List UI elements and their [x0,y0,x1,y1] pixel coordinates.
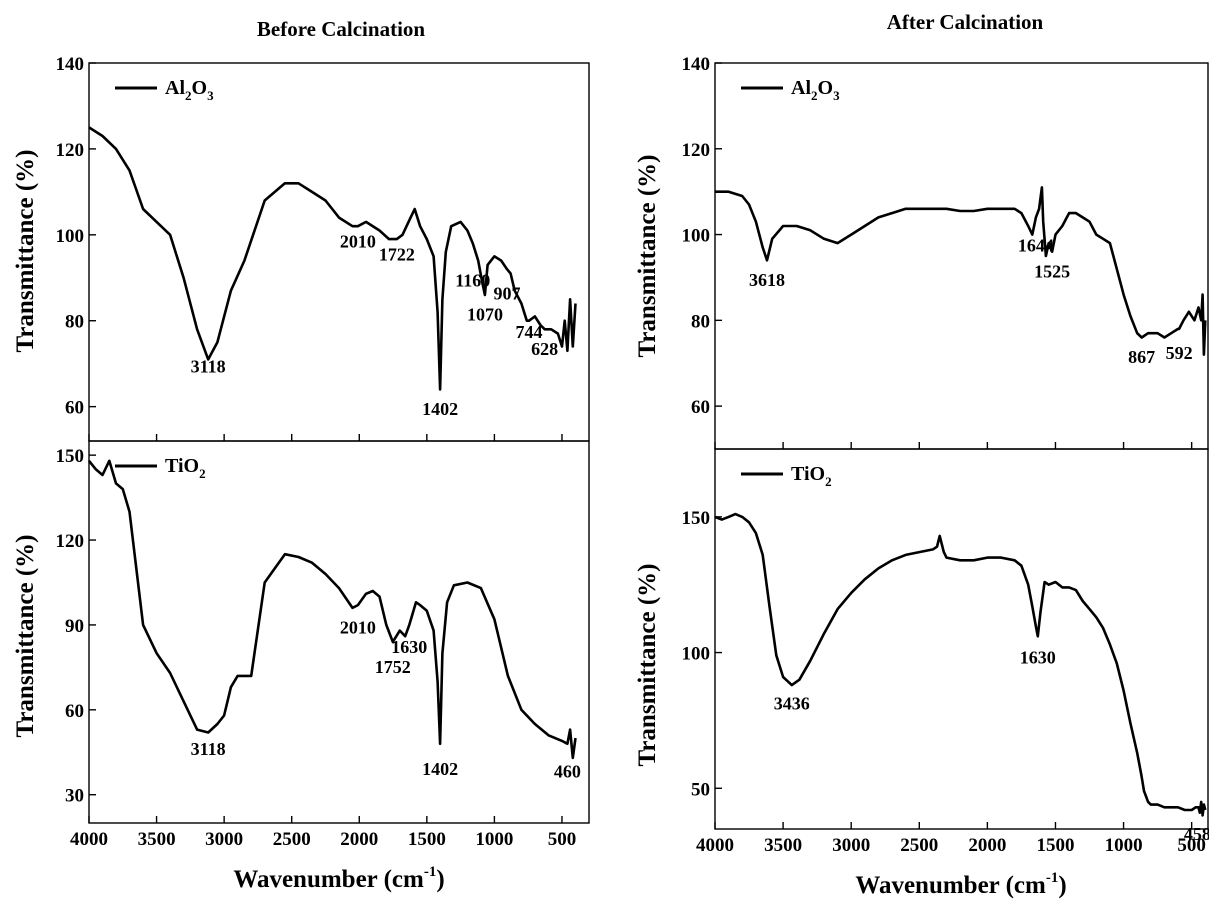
before-al2o3-peak-label: 1070 [467,305,503,325]
after-al2o3-y-tick-label: 80 [691,311,710,332]
y-axis-title-left-bottom: Transmittance (%) [12,535,39,738]
before-al2o3-peak-label: 628 [531,339,558,359]
after-tio2-x-tick-label: 3000 [832,835,870,856]
before-tio2-y-tick-label: 60 [65,701,84,722]
after-tio2-x-tick-label: 500 [1177,835,1206,856]
before-tio2-x-tick-label: 2000 [340,829,378,850]
before-tio2-x-tick-label: 2500 [273,829,311,850]
before-al2o3-peak-label: 1160 [455,270,490,290]
after-tio2-x-tick-label: 2000 [968,835,1006,856]
before-tio2-x-tick-label: 1000 [475,829,513,850]
after-al2o3-legend-label: Al2O3 [791,77,840,103]
before-tio2-peak-label: 2010 [340,617,376,637]
before-al2o3-peak-label: 744 [516,322,543,342]
before-tio2-peak-label: 1402 [422,759,458,779]
before-tio2-x-tick-label: 500 [548,829,577,850]
before-tio2-y-tick-label: 90 [65,616,84,637]
before-al2o3-legend-label: Al2O3 [165,77,214,103]
after-al2o3-spectrum-line [715,186,1207,356]
before-al2o3-plot-frame [88,62,590,442]
before-al2o3-spectrum-line [88,126,577,391]
x-axis-title-right: Wavenumber (cm-1) [855,870,1066,899]
before-tio2-x-tick-label: 3000 [205,829,243,850]
after-tio2-peak-label: 1630 [1020,647,1056,667]
before-tio2-legend-label: TiO2 [165,455,206,481]
before-al2o3-peak-label: 1722 [379,245,415,265]
after-tio2-legend-label: TiO2 [791,463,832,489]
after-tio2-plot-frame [714,448,1209,830]
before-tio2-peak-label: 460 [554,762,581,782]
after-al2o3-peak-label: 1525 [1034,261,1070,281]
before-column-title: Before Calcination [257,17,425,41]
after-tio2-x-tick-label: 3500 [764,835,802,856]
after-al2o3-y-tick-label: 100 [682,226,711,247]
panel-after-tio2: 50 100 150 4000 3500 3000 2500 2000 1500 1000 500 3… [682,448,1209,856]
before-al2o3-peak-label: 3118 [191,356,226,376]
before-al2o3-y-tick-label: 120 [56,140,85,161]
before-tio2-x-tick-label: 1500 [408,829,446,850]
after-tio2-y-tick-label: 150 [682,508,711,529]
before-tio2-peak-label: 1752 [375,657,411,677]
after-tio2-x-tick-label: 1500 [1036,835,1074,856]
before-tio2-y-tick-label: 150 [56,446,85,467]
after-tio2-y-tick-label: 100 [682,644,711,665]
after-al2o3-peak-label: 1644 [1018,236,1054,256]
before-tio2-y-tick-label: 120 [56,531,85,552]
x-axis-title-left: Wavenumber (cm-1) [233,864,444,893]
before-tio2-x-tick-label: 3500 [138,829,176,850]
after-al2o3-plot-frame [714,62,1209,450]
before-tio2-spectrum-line [87,459,577,760]
before-tio2-y-tick-label: 30 [65,786,84,807]
before-al2o3-y-tick-label: 140 [56,54,85,75]
y-axis-title-right-bottom: Transmittance (%) [634,564,661,767]
panel-before-tio2: 30 60 90 120 150 4000 3500 3000 2500 2000 1500 1000… [56,440,590,850]
after-al2o3-y-tick-label: 140 [682,54,711,75]
y-axis-title-right-top: Transmittance (%) [634,155,661,358]
before-al2o3-peak-label: 907 [493,283,520,303]
before-al2o3-peak-label: 2010 [340,232,376,252]
after-tio2-y-tick-label: 50 [691,779,710,800]
before-tio2-peak-label: 3118 [191,739,226,759]
after-al2o3-peak-label: 867 [1128,347,1155,367]
after-tio2-x-tick-label: 1000 [1105,835,1143,856]
y-axis-title-left-top: Transmittance (%) [12,150,39,353]
before-tio2-peak-label: 1630 [391,637,427,657]
after-al2o3-peak-label: 592 [1166,343,1193,363]
before-tio2-x-tick-label: 4000 [70,829,108,850]
after-tio2-peak-label: 3436 [774,694,810,714]
before-al2o3-y-tick-label: 80 [65,312,84,333]
after-tio2-spectrum-line [714,512,1207,817]
after-tio2-peak-label: 458 [1184,824,1209,844]
after-al2o3-y-tick-label: 120 [682,140,711,161]
after-tio2-x-tick-label: 4000 [696,835,734,856]
before-al2o3-y-tick-label: 100 [56,226,85,247]
after-tio2-x-tick-label: 2500 [900,835,938,856]
before-tio2-plot-frame [88,440,590,824]
after-al2o3-peak-label: 3618 [749,270,785,290]
before-al2o3-y-tick-label: 60 [65,398,84,419]
panel-after-al2o3: 60 80 100 120 140 3618 1644 1525 867 592 Al2O3 [682,54,1209,450]
after-column-title: After Calcination [887,10,1044,34]
after-al2o3-y-tick-label: 60 [691,397,710,418]
before-al2o3-peak-label: 1402 [422,399,458,419]
